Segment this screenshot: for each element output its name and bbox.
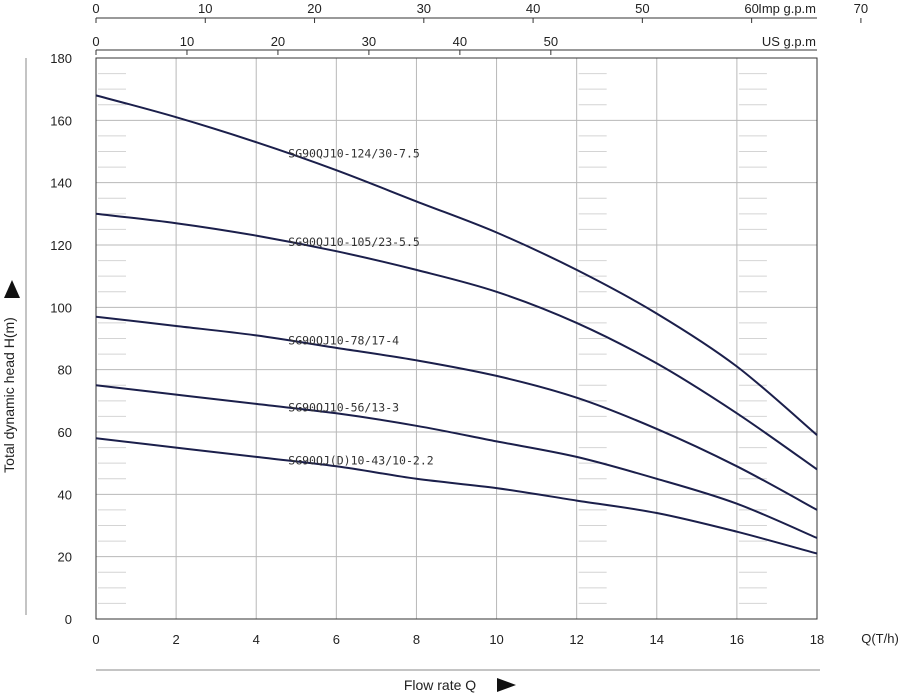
top-axis-tick-label: 70 [854, 1, 868, 16]
y-axis-title: Total dynamic head H(m) [1, 317, 17, 473]
curves [95, 94, 818, 555]
x-axis-unit-label: Q(T/h) [861, 631, 899, 646]
top-axis-unit-label: Imp g.p.m [758, 1, 816, 16]
series-label: SG90QJ10-105/23-5.5 [288, 235, 420, 249]
series-curve [95, 315, 818, 511]
y-tick-label: 160 [50, 113, 72, 128]
series-curve [95, 384, 818, 539]
y-tick-label: 20 [58, 550, 72, 565]
y-tick-label: 180 [50, 51, 72, 66]
x-tick-label: 10 [489, 632, 503, 647]
x-axis-arrow-icon [497, 678, 516, 692]
top-axis-tick-label: 20 [307, 1, 321, 16]
top-axis-tick-label: 10 [180, 34, 194, 49]
curve-labels: SG90QJ10-124/30-7.5 SG90QJ10-105/23-5.5 SG… [288, 146, 433, 467]
series-curve [95, 437, 818, 555]
x-tick-label: 4 [253, 632, 260, 647]
top-axis-tick-label: 20 [271, 34, 285, 49]
y-axis-arrow-icon [4, 280, 20, 298]
top-axis-tick-label: 30 [362, 34, 376, 49]
top-axis-unit-label: US g.p.m [762, 34, 816, 49]
top-axis-tick-label: 60 [744, 1, 758, 16]
y-tick-label: 0 [65, 612, 72, 627]
x-tick-label: 18 [810, 632, 824, 647]
y-tick-label: 100 [50, 300, 72, 315]
top-axis-tick-label: 30 [417, 1, 431, 16]
plot-frame [95, 57, 818, 620]
series-curve [95, 94, 818, 436]
top-axes: 0 10 20 30 40 50 60 70 Imp g.p.m 0 10 20 30 40 50 US g.… [92, 1, 868, 55]
top-axis-tick-label: 50 [544, 34, 558, 49]
x-axis-title: Flow rate Q [404, 677, 476, 693]
series-label: SG90QJ10-78/17-4 [288, 333, 399, 347]
series-label: SG90QJ10-124/30-7.5 [288, 146, 420, 160]
x-tick-label: 8 [413, 632, 420, 647]
top-axis-tick-label: 10 [198, 1, 212, 16]
y-tick-label: 60 [58, 425, 72, 440]
x-tick-label: 2 [172, 632, 179, 647]
series-label: SG90QJ(D)10-43/10-2.2 [288, 454, 433, 468]
x-tick-label: 16 [730, 632, 744, 647]
x-tick-label: 0 [92, 632, 99, 647]
series-label: SG90QJ10-56/13-3 [288, 401, 399, 415]
x-tick-label: 12 [569, 632, 583, 647]
y-tick-label: 140 [50, 176, 72, 191]
top-axis-tick-label: 0 [92, 34, 99, 49]
x-tick-label: 6 [333, 632, 340, 647]
y-tick-label: 120 [50, 238, 72, 253]
top-axis-tick-label: 40 [526, 1, 540, 16]
x-tick-label: 14 [650, 632, 664, 647]
y-tick-label: 80 [58, 363, 72, 378]
series-curve [95, 212, 818, 471]
grid [96, 58, 817, 619]
top-axis-tick-label: 0 [92, 1, 99, 16]
top-axis-tick-label: 50 [635, 1, 649, 16]
y-tick-label: 40 [58, 487, 72, 502]
top-axis-tick-label: 40 [453, 34, 467, 49]
